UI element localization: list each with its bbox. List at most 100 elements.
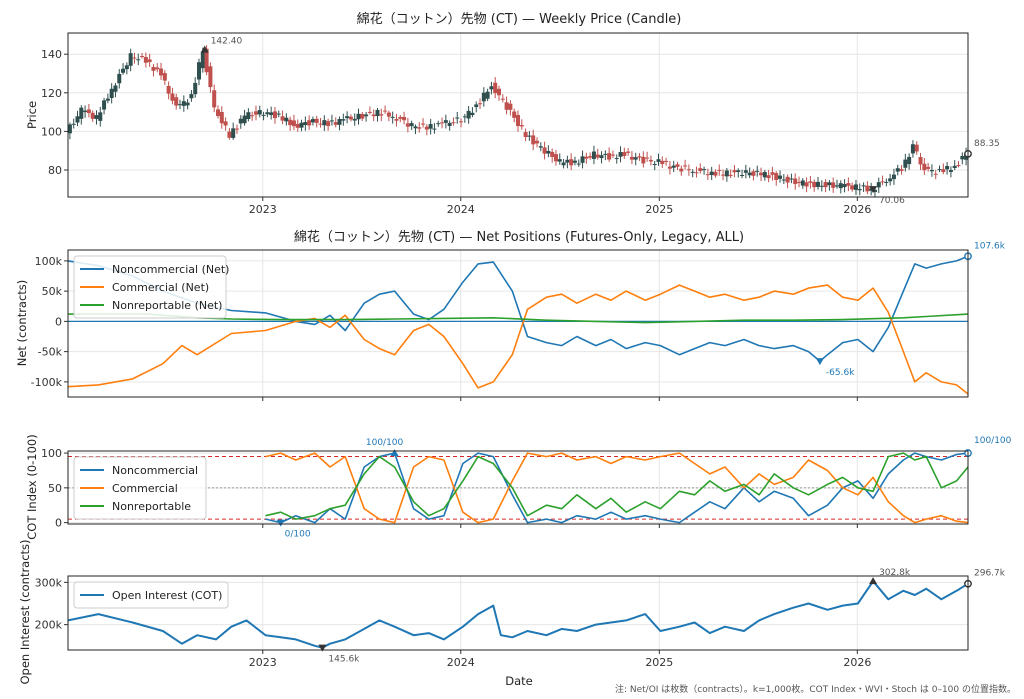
candle-body <box>132 57 137 59</box>
y-tick-label: 0 <box>55 517 62 530</box>
candle-body <box>371 114 376 117</box>
legend: Open Interest (COT) <box>73 581 229 609</box>
candle-body <box>800 180 805 186</box>
candle-body <box>595 154 600 158</box>
candle-body <box>546 150 551 154</box>
candle-body <box>208 66 213 88</box>
candle-body <box>850 185 855 190</box>
candle-body <box>481 92 486 102</box>
candle-body <box>588 156 593 158</box>
candle-body <box>732 170 737 173</box>
plot-frame <box>67 575 969 651</box>
candle-body <box>322 120 327 126</box>
candle-body <box>348 116 353 120</box>
candle-body <box>728 174 733 176</box>
candle-body <box>899 169 904 171</box>
candle-body <box>679 168 684 172</box>
candle-body <box>690 171 695 173</box>
legend: Noncommercial (Net) Commercial (Net) Nonre… <box>73 255 229 319</box>
candle-body <box>478 103 483 105</box>
annotation-label: 302.8k <box>879 568 911 578</box>
candle-body <box>272 111 277 119</box>
series-line-nonreportable <box>265 452 969 520</box>
candle-body <box>797 182 802 184</box>
candle-body <box>645 157 650 159</box>
candle-body <box>105 98 110 101</box>
candle-body <box>698 168 703 172</box>
candle-body <box>914 144 919 152</box>
candle-body <box>713 171 718 176</box>
candle-body <box>459 121 464 123</box>
candle-body <box>443 120 448 123</box>
candle-body <box>307 120 312 126</box>
candle-body <box>136 59 141 61</box>
candle-body <box>124 65 129 70</box>
candle-body <box>652 164 657 166</box>
candle-body <box>276 113 281 115</box>
candle-body <box>762 172 767 178</box>
candle-body <box>379 114 384 116</box>
candle-body <box>686 169 691 171</box>
candle-body <box>295 123 300 128</box>
candle-body <box>660 160 665 164</box>
footnote: 注: Net/OI は枚数（contracts）。k=1,000枚。COT In… <box>615 683 1016 695</box>
candle-body <box>550 151 555 157</box>
candle-body <box>86 109 91 114</box>
candle-body <box>789 178 794 180</box>
open-interest-panel: Open Interest (contracts) Date 2023 2024 2… <box>18 539 1006 688</box>
candle-body <box>90 112 95 119</box>
candle-body <box>364 114 369 117</box>
net-y-axis-label: Net (contracts) <box>15 280 29 367</box>
candle-body <box>819 185 824 187</box>
candle-body <box>500 98 505 100</box>
candle-body <box>880 181 885 183</box>
candle-body <box>493 82 498 94</box>
candle-body <box>812 181 817 188</box>
legend-label: Commercial (Net) <box>112 281 209 294</box>
candle-body <box>159 68 164 76</box>
candle-body <box>470 112 475 116</box>
candle-body <box>421 123 426 125</box>
candle-body <box>197 62 202 80</box>
legend-box <box>73 456 207 520</box>
candle-body <box>352 118 357 121</box>
annotation-label: -65.6k <box>826 368 855 378</box>
candle-body <box>648 159 653 162</box>
y-tick-label: 50 <box>48 482 62 495</box>
candle-body <box>534 140 539 144</box>
series-line-commercial <box>265 452 969 524</box>
candle-body <box>314 118 319 123</box>
trough-marker <box>815 358 824 366</box>
candle-body <box>288 119 293 126</box>
candle-body <box>333 122 338 125</box>
candle-body <box>117 73 122 84</box>
candle-body <box>291 120 296 127</box>
series-line-nonreportable <box>68 313 969 324</box>
x-tick-label: 2024 <box>447 656 475 669</box>
candle-body <box>504 102 509 110</box>
trough-marker <box>276 519 285 527</box>
candle-body <box>394 119 399 121</box>
candle-body <box>694 172 699 174</box>
series-line-noncommercial <box>265 452 969 524</box>
candle-body <box>216 109 220 117</box>
trough-marker <box>869 186 878 194</box>
candle-body <box>683 165 688 167</box>
x-tick-label: 2023 <box>249 656 277 669</box>
candle-body <box>398 117 403 119</box>
candle-body <box>755 170 760 172</box>
legend-label: Noncommercial <box>112 464 198 477</box>
net-positions-panel: 綿花（コットン）先物 (CT) — Net Positions (Futures… <box>15 229 1006 401</box>
candle-body <box>622 152 627 157</box>
peak-marker <box>200 45 209 53</box>
candle-body <box>804 182 809 187</box>
candle-body <box>284 117 289 122</box>
annotation-label: 107.6k <box>974 241 1006 251</box>
y-tick-label: 200k <box>35 619 63 632</box>
candle-body <box>918 157 923 165</box>
candle-body <box>147 59 152 63</box>
candle-body <box>269 112 274 116</box>
candle-body <box>109 88 114 98</box>
annotation-label: 88.35 <box>974 139 1000 149</box>
candle-body <box>257 110 262 115</box>
